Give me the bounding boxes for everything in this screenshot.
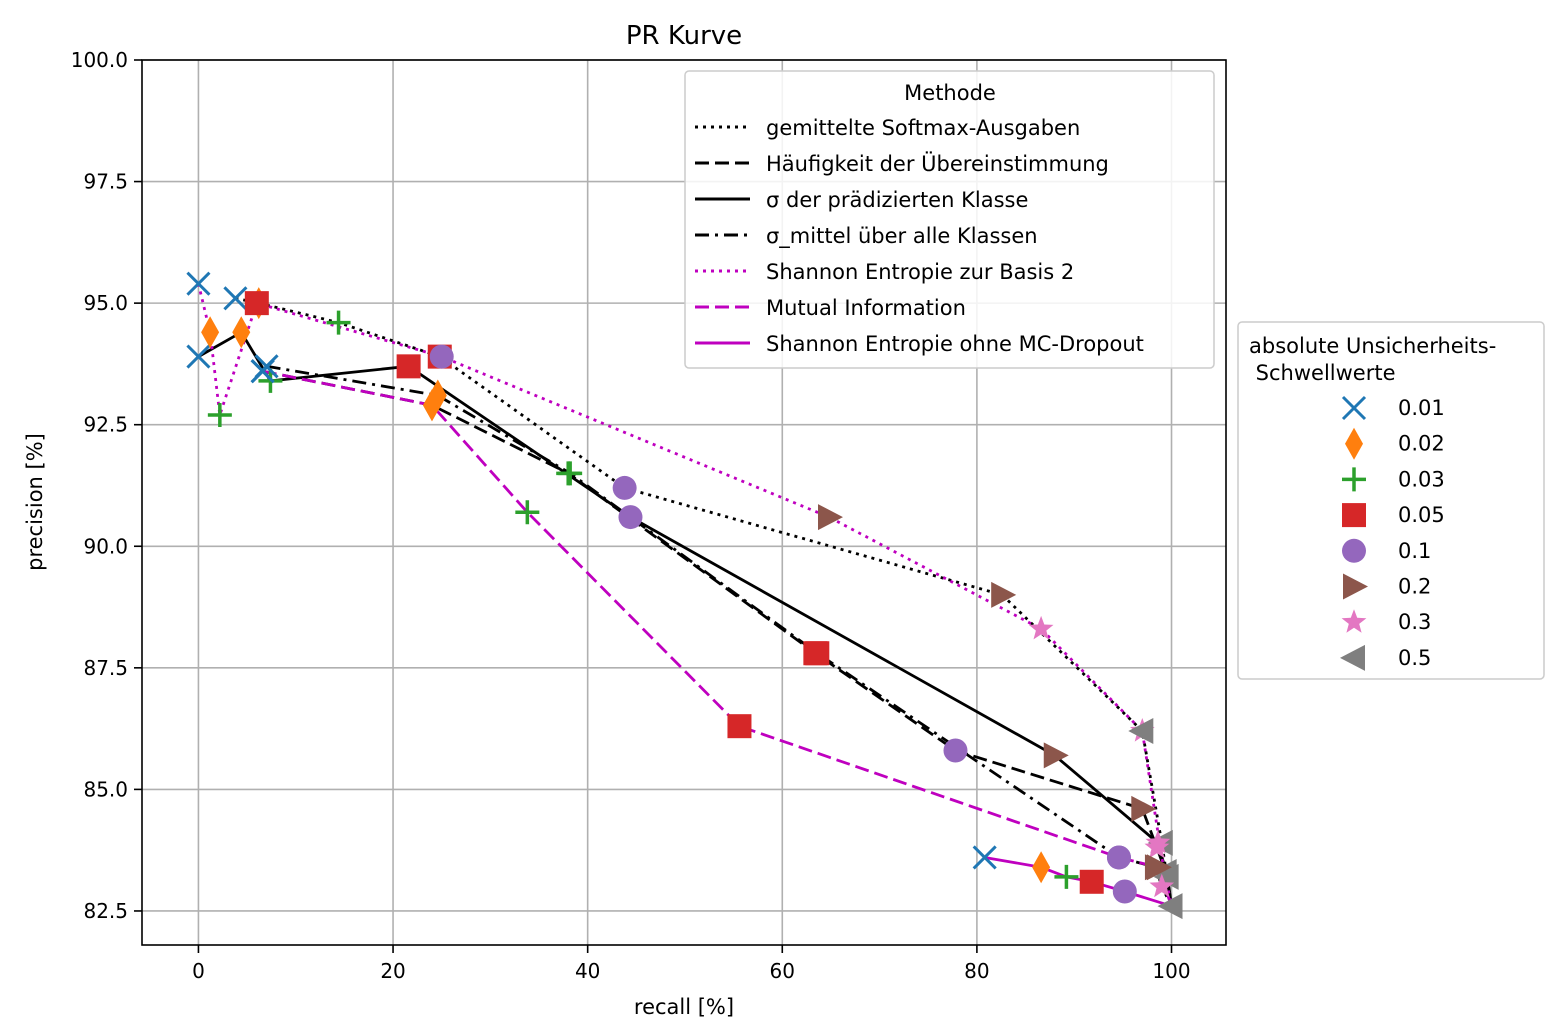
y-tick-label: 97.5	[83, 170, 128, 194]
threshold-legend-label: 0.05	[1398, 503, 1445, 527]
threshold-legend-title-line-2: Schwellwerte	[1249, 361, 1396, 385]
data-point-marker	[1146, 854, 1172, 881]
data-point-marker	[817, 504, 843, 531]
threshold-legend-marker	[1341, 609, 1367, 633]
y-tick-label: 85.0	[83, 777, 128, 801]
data-point-marker	[1112, 879, 1137, 904]
x-tick-label: 60	[770, 959, 795, 983]
data-point-marker	[1149, 873, 1175, 898]
threshold-legend-marker	[1342, 467, 1366, 492]
series-lines	[197, 283, 1173, 908]
x-axis-label: recall [%]	[634, 995, 734, 1019]
method-legend: Methode gemittelte Softmax-Ausgaben Häufi…	[684, 70, 1215, 369]
data-point-marker	[972, 845, 997, 870]
data-point-marker	[727, 714, 752, 739]
series-line-6	[262, 369, 1173, 907]
data-point-marker	[223, 286, 248, 311]
data-point-marker	[186, 344, 211, 369]
threshold-legend-label: 0.1	[1398, 539, 1431, 563]
plot-frame	[141, 59, 1227, 946]
threshold-legend-marker	[1341, 395, 1367, 421]
data-point-marker	[429, 344, 454, 369]
threshold-legend-marker	[1342, 538, 1366, 563]
data-point-marker	[612, 475, 637, 500]
data-point-marker	[1131, 795, 1157, 822]
data-point-marker	[558, 461, 583, 486]
method-legend-box	[684, 70, 1215, 369]
method-legend-label: σ_mittel über alle Klassen	[766, 224, 1038, 249]
data-point-marker	[207, 402, 232, 427]
method-legend-label: Shannon Entropie ohne MC-Dropout	[766, 332, 1144, 356]
data-point-marker	[515, 500, 540, 525]
data-point-marker	[1157, 893, 1183, 920]
threshold-legend-label: 0.02	[1398, 432, 1445, 456]
y-tick-label: 90.0	[83, 534, 128, 558]
threshold-legend-label: 0.3	[1398, 610, 1431, 634]
threshold-legend-marker	[1342, 503, 1366, 528]
y-axis-label: precision [%]	[23, 433, 47, 571]
series-line-1	[235, 296, 1173, 907]
method-legend-title: Methode	[904, 81, 996, 105]
method-legend-label: Shannon Entropie zur Basis 2	[766, 260, 1074, 284]
series-markers	[186, 271, 1183, 920]
method-legend-label: σ der prädizierten Klasse	[766, 188, 1028, 212]
threshold-legend-marker	[1340, 644, 1365, 671]
data-point-marker	[232, 316, 251, 349]
data-point-marker	[1145, 829, 1171, 854]
threshold-legend-marker	[1345, 427, 1363, 460]
threshold-legend-label: 0.01	[1398, 396, 1445, 420]
y-tick-label: 100.0	[71, 48, 128, 72]
data-point-marker	[618, 505, 643, 530]
x-tick-label: 0	[192, 959, 205, 983]
chart-title: PR Kurve	[626, 21, 742, 51]
series-line-2	[262, 369, 1173, 907]
data-point-marker	[1032, 851, 1051, 884]
method-legend-label: gemittelte Softmax-Ausgaben	[766, 116, 1080, 140]
data-point-marker	[186, 271, 211, 296]
x-tick-label: 100	[1152, 959, 1190, 983]
data-point-marker	[991, 581, 1017, 608]
x-axis-ticks: 0 20 40 60 80 100	[192, 945, 1191, 983]
y-tick-label: 92.5	[83, 413, 128, 437]
y-tick-label: 95.0	[83, 291, 128, 315]
data-point-marker	[1079, 869, 1104, 894]
data-point-marker	[396, 354, 421, 379]
data-point-marker	[1106, 845, 1131, 870]
x-tick-label: 20	[380, 959, 405, 983]
y-tick-label: 82.5	[83, 899, 128, 923]
data-point-marker	[805, 641, 830, 666]
threshold-legend-box	[1237, 321, 1545, 680]
y-axis-ticks: 82.5 85.0 87.5 90.0 92.5 95.0 97.5 100.0	[71, 48, 142, 923]
data-point-marker	[250, 359, 275, 384]
data-point-marker	[244, 291, 269, 316]
threshold-legend-marker	[1343, 573, 1368, 600]
x-tick-label: 80	[964, 959, 989, 983]
threshold-legend: absolute Unsicherheits- Schwellwerte 0.0…	[1237, 321, 1545, 680]
threshold-legend-label: 0.2	[1398, 575, 1431, 599]
data-point-marker	[943, 738, 968, 763]
data-point-marker	[1043, 742, 1069, 769]
threshold-legend-label: 0.03	[1398, 467, 1445, 491]
method-legend-label: Mutual Information	[766, 296, 966, 320]
data-point-marker	[1128, 718, 1154, 745]
threshold-legend-label: 0.5	[1398, 646, 1431, 670]
x-tick-label: 40	[575, 959, 600, 983]
data-point-marker	[201, 316, 220, 349]
data-point-marker	[1028, 615, 1054, 640]
data-point-marker	[422, 389, 441, 422]
series-line-5	[197, 283, 1173, 907]
data-point-marker	[1054, 864, 1079, 889]
data-point-marker	[326, 310, 351, 335]
method-legend-label: Häufigkeit der Übereinstimmung	[766, 151, 1109, 176]
threshold-legend-title-line-1: absolute Unsicherheits-	[1249, 334, 1496, 358]
y-tick-label: 87.5	[83, 656, 128, 680]
